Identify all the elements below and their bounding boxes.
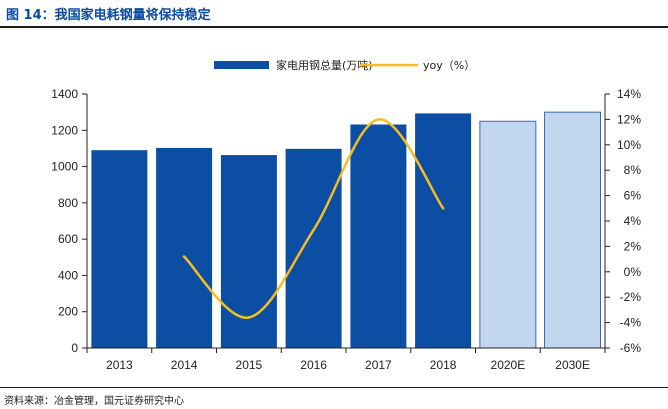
- source-rule: [0, 387, 668, 388]
- right-y-tick-label: -6%: [620, 341, 642, 355]
- yoy-point: [377, 118, 380, 121]
- x-tick-label: 2020E: [491, 358, 526, 372]
- bar-series: [91, 111, 601, 349]
- left-y-tick-label: 1400: [51, 87, 78, 101]
- bar-2014: [156, 147, 213, 348]
- x-tick-label: 2016: [300, 358, 327, 372]
- left-y-tick-label: 400: [58, 268, 78, 282]
- right-y-tick-label: -4%: [620, 316, 642, 330]
- title-rule: [0, 26, 668, 28]
- bar-2030E: [544, 111, 601, 349]
- bar-2015: [220, 155, 277, 348]
- yoy-point: [247, 316, 251, 319]
- x-tick-label: 2030E: [555, 358, 590, 372]
- legend-bar-swatch: [214, 61, 269, 69]
- source-note: 资料来源：冶金管理，国元证券研究中心: [4, 396, 184, 407]
- figure-title: 图 14：我国家电耗钢量将保持稳定: [6, 8, 211, 23]
- legend-line-label: yoy（%）: [423, 59, 475, 72]
- x-tick-label: 2018: [430, 358, 457, 372]
- bar-2016: [285, 148, 342, 348]
- x-tick-label: 2015: [236, 358, 263, 372]
- yoy-point: [441, 207, 445, 210]
- bar-2017: [350, 124, 407, 348]
- left-y-tick-label: 0: [71, 341, 78, 355]
- axes: 0 200 400 600 800 1000 1200 1400 -6% -4% -2% 0% 2% 4%…: [51, 87, 641, 372]
- yoy-line-series: [182, 118, 445, 319]
- x-tick-label: 2013: [106, 358, 133, 372]
- legend: 家电用钢总量(万吨) yoy（%）: [214, 58, 475, 72]
- right-y-tick-label: 2%: [624, 239, 642, 253]
- yoy-point: [312, 228, 315, 232]
- right-y-tick-label: 12%: [617, 112, 641, 126]
- x-tick-label: 2014: [171, 358, 198, 372]
- bar-2013: [91, 150, 148, 348]
- right-y-tick-label: 4%: [624, 214, 642, 228]
- bar-2020E: [479, 120, 537, 349]
- left-y-tick-label: 200: [58, 305, 78, 319]
- bar-2018: [415, 113, 472, 349]
- right-y-tick-label: 14%: [617, 87, 641, 101]
- right-y-tick-label: 10%: [617, 138, 641, 152]
- x-tick-label: 2017: [365, 358, 392, 372]
- left-y-tick-label: 1000: [51, 160, 78, 174]
- left-y-tick-label: 800: [58, 196, 78, 210]
- right-y-tick-label: 6%: [624, 189, 642, 203]
- right-y-tick-label: 0%: [624, 265, 642, 279]
- right-y-tick-label: -2%: [620, 290, 642, 304]
- yoy-point: [182, 255, 186, 258]
- left-y-tick-label: 600: [58, 232, 78, 246]
- legend-bar-label: 家电用钢总量(万吨): [276, 58, 373, 72]
- right-y-tick-label: 8%: [624, 163, 642, 177]
- left-y-tick-label: 1200: [51, 123, 78, 137]
